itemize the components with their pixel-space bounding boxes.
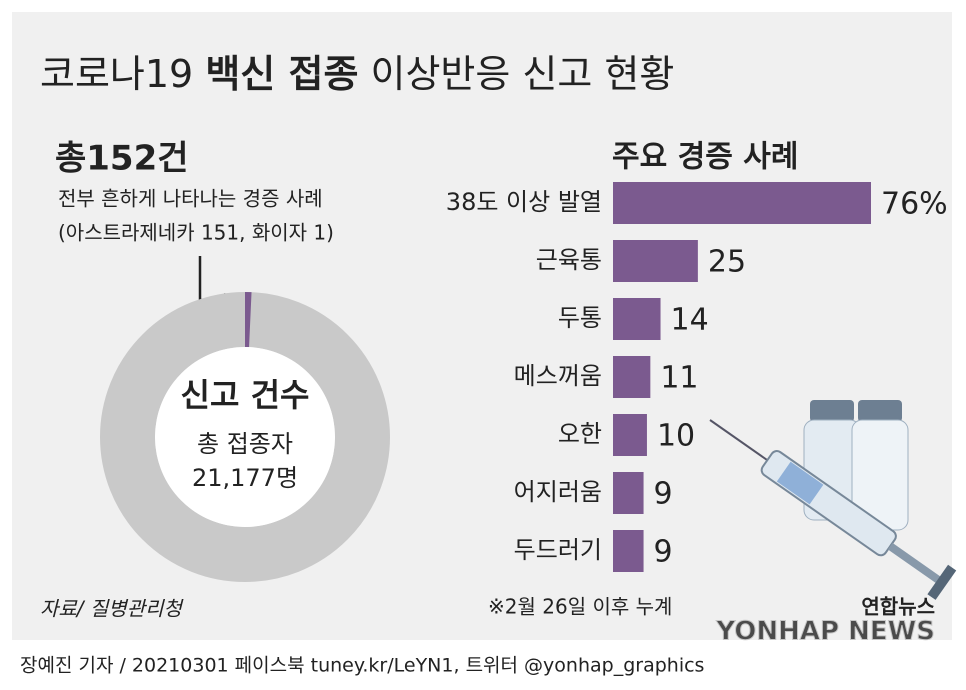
donut-total: 21,177명 bbox=[192, 464, 298, 492]
title-part: 이상반응 신고 현황 bbox=[358, 52, 674, 96]
category-label: 메스꺼움 bbox=[514, 362, 602, 390]
bar bbox=[613, 182, 871, 224]
bar bbox=[613, 414, 647, 456]
donut-subtitle: 전부 흔하게 나타나는 경증 사례 bbox=[58, 187, 323, 211]
bar bbox=[613, 472, 644, 514]
bar-chart-title: 주요 경증 사례 bbox=[612, 140, 799, 175]
donut-title: 신고 건수 bbox=[181, 376, 310, 414]
bar bbox=[613, 356, 651, 398]
value-label: 76% bbox=[881, 187, 948, 222]
value-label: 25 bbox=[708, 245, 746, 280]
category-label: 오한 bbox=[558, 420, 602, 448]
logo: 연합뉴스 bbox=[861, 595, 935, 619]
bar bbox=[613, 530, 644, 572]
donut-count: 총152건 bbox=[55, 139, 189, 179]
value-label: 9 bbox=[654, 477, 673, 512]
donut-slice bbox=[245, 292, 252, 348]
value-label: 11 bbox=[660, 361, 698, 396]
bar-note: ※2월 26일 이후 누계 bbox=[488, 595, 672, 619]
watermark: YONHAP NEWS bbox=[715, 617, 935, 647]
bar bbox=[613, 298, 661, 340]
bar bbox=[613, 240, 698, 282]
category-label: 어지러움 bbox=[514, 478, 602, 506]
category-label: 두통 bbox=[558, 304, 602, 332]
value-label: 10 bbox=[657, 419, 695, 454]
value-label: 14 bbox=[671, 303, 709, 338]
value-label: 9 bbox=[654, 535, 673, 570]
title-part: 코로나19 bbox=[40, 52, 205, 96]
donut-subtitle: (아스트라제네카 151, 화이자 1) bbox=[58, 221, 334, 245]
category-label: 38도 이상 발열 bbox=[446, 188, 602, 216]
source: 자료/ 질병관리청 bbox=[40, 597, 184, 621]
footer: 장예진 기자 / 20210301 페이스북 tuney.kr/LeYN1, 트… bbox=[20, 655, 704, 677]
donut-total-title: 총 접종자 bbox=[197, 430, 293, 458]
category-label: 근육통 bbox=[536, 246, 602, 274]
donut-hole bbox=[155, 347, 335, 527]
category-label: 두드러기 bbox=[514, 536, 602, 564]
syringe-illustration bbox=[709, 419, 957, 600]
title-part: 백신 접종 bbox=[205, 52, 358, 96]
title: 코로나19 백신 접종 이상반응 신고 현황 bbox=[40, 52, 674, 96]
